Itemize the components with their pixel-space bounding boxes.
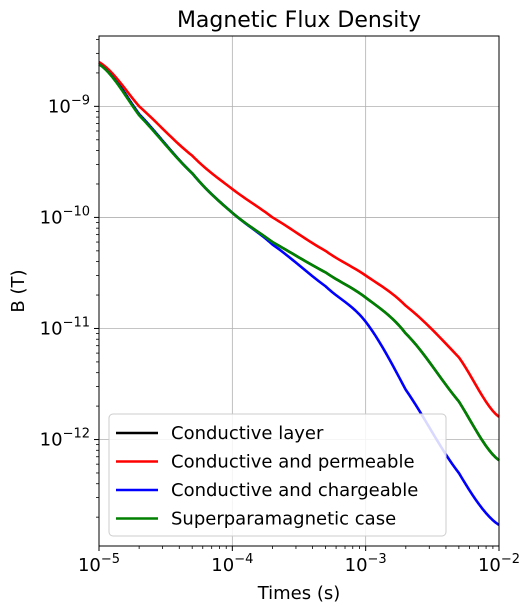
x-tick-label: 10−4 (211, 552, 253, 576)
chart-title: Magnetic Flux Density (177, 8, 421, 33)
legend-box (108, 413, 447, 537)
plot-frame (98, 35, 500, 547)
y-tick-label: 10−9 (48, 93, 90, 117)
legend-label: Conductive and chargeable (171, 480, 418, 501)
legend-label: Superparamagnetic case (171, 509, 396, 530)
x-tick-label: 10−3 (345, 552, 387, 576)
legend-label: Conductive layer (171, 423, 324, 444)
legend: Conductive layer Conductive and permeable… (108, 413, 447, 537)
y-tick-label: 10−12 (40, 427, 90, 451)
legend-label: Conductive and permeable (171, 452, 415, 473)
y-tick-label: 10−10 (40, 204, 90, 228)
x-axis-label: Times (s) (257, 583, 341, 604)
axis-ticks: 10−5 10−4 10−3 10−2 10−12 10−11 10−10 10−9 (40, 39, 520, 576)
x-tick-label: 10−5 (78, 552, 120, 576)
y-axis-label: B (T) (8, 269, 29, 312)
y-tick-label: 10−11 (40, 315, 90, 339)
x-tick-label: 10−2 (478, 552, 520, 576)
series-line-superparamagnetic-case (98, 63, 500, 462)
series-line-conductive-and-permeable (98, 61, 500, 418)
